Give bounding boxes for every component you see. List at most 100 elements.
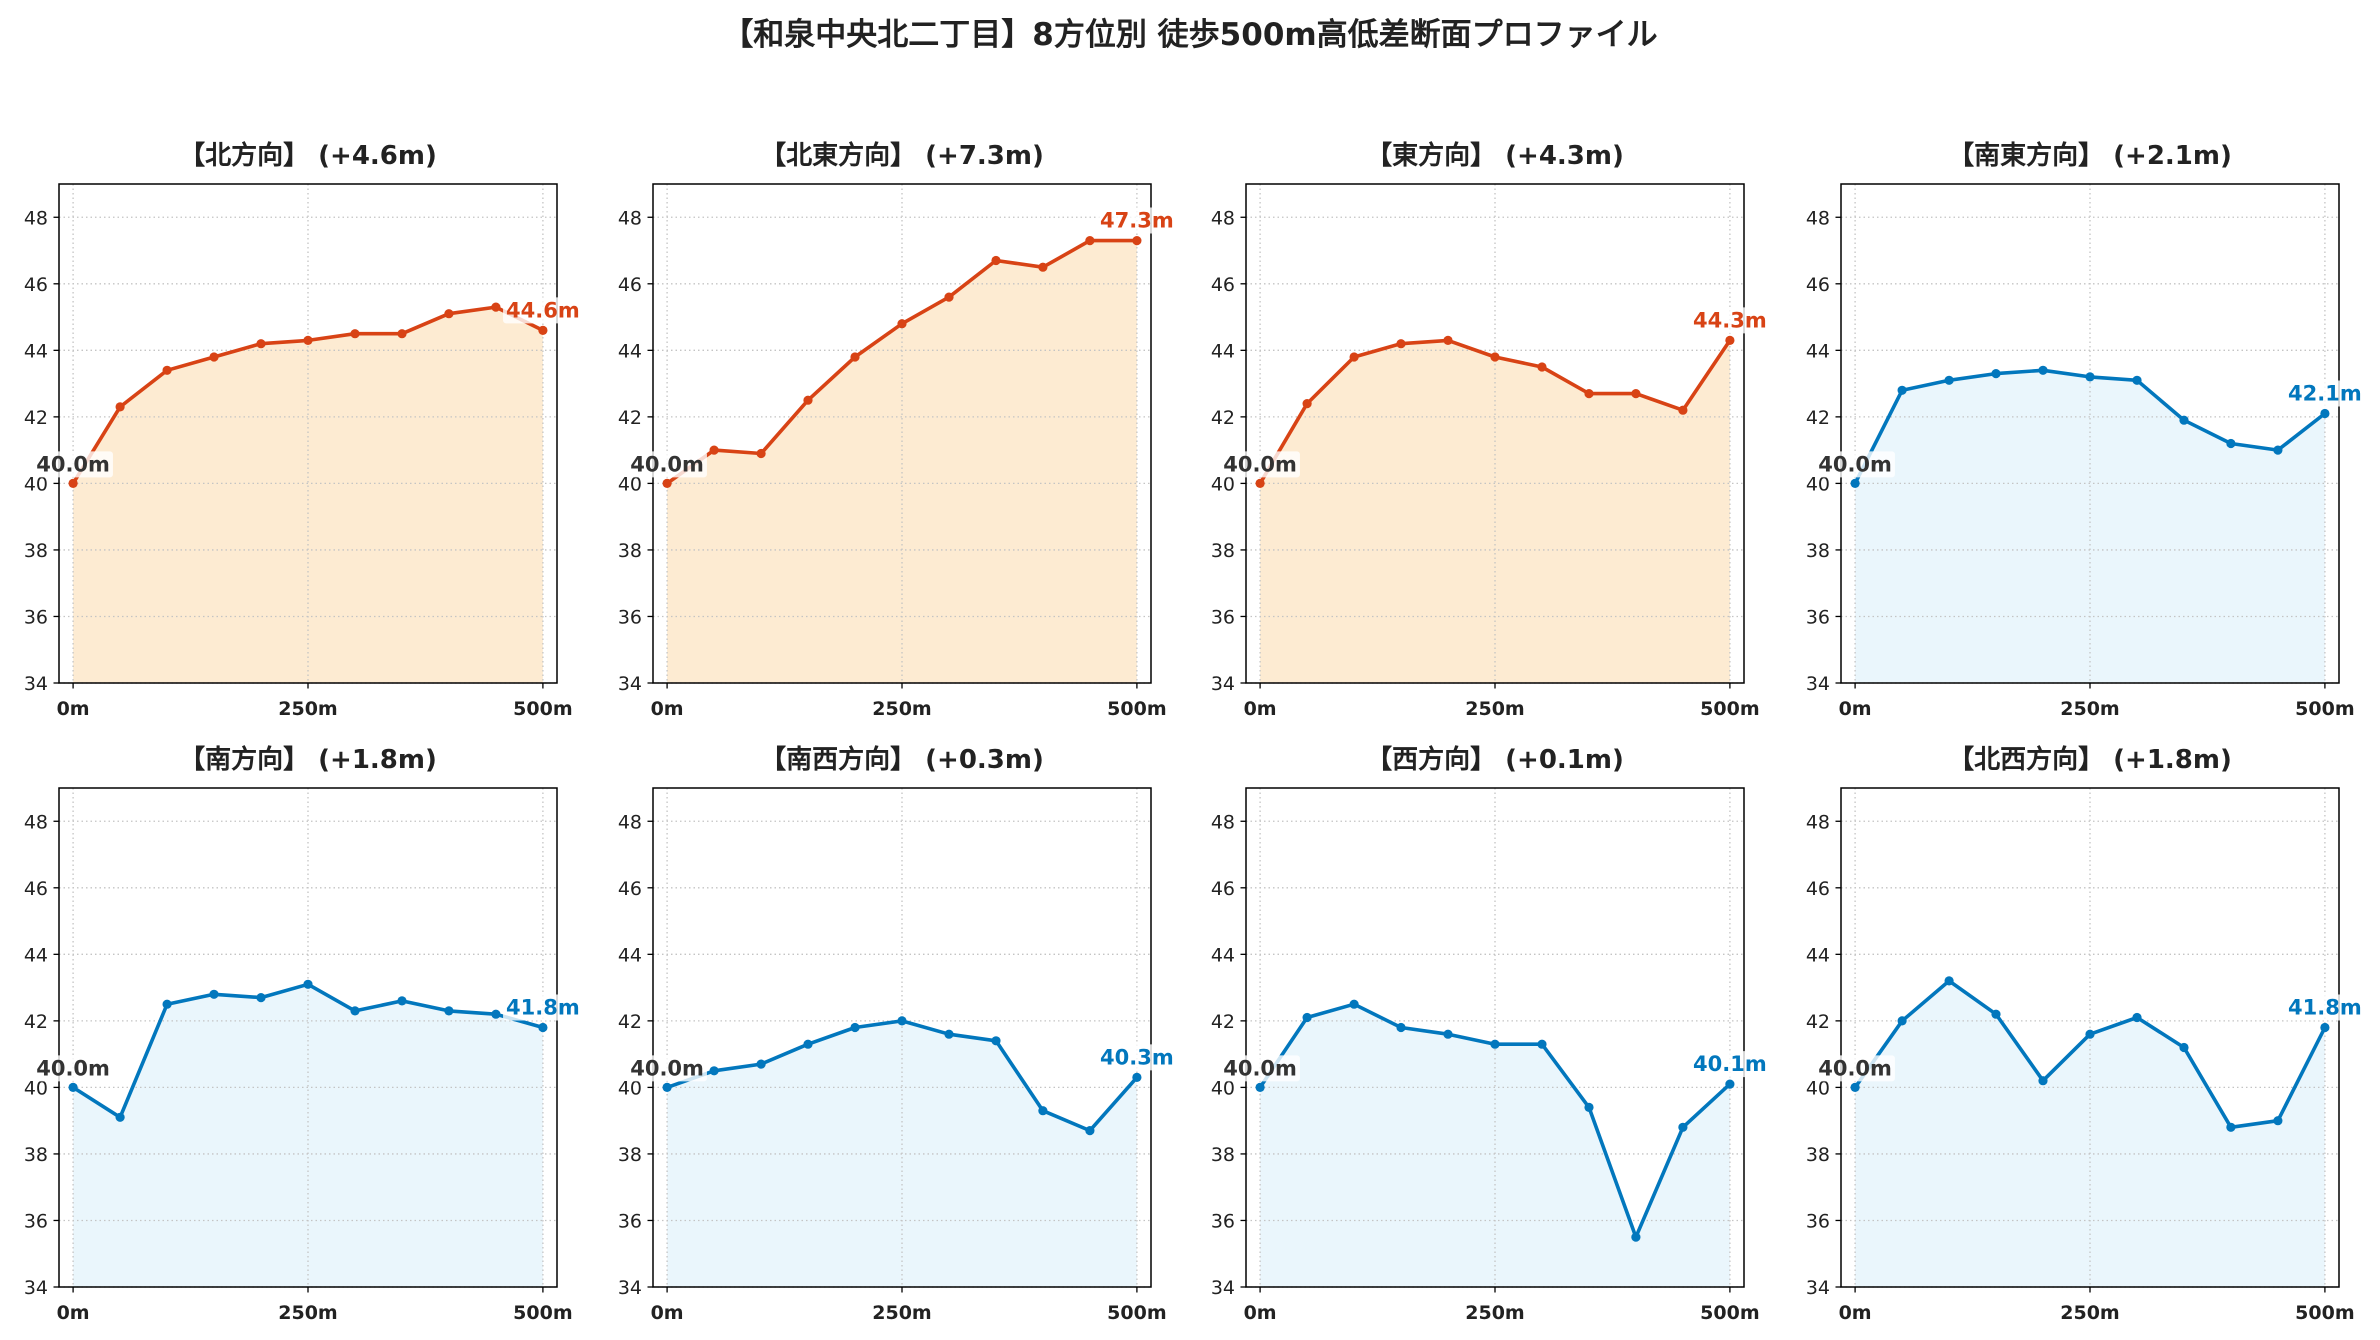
- y-tick-label: 36: [24, 606, 48, 628]
- end-value-label: 41.8m: [506, 996, 580, 1020]
- data-point: [256, 339, 266, 349]
- end-value-label: 44.6m: [506, 298, 580, 322]
- data-point: [1631, 389, 1641, 399]
- data-point: [1725, 1079, 1735, 1089]
- data-point: [2038, 1076, 2048, 1086]
- y-tick-label: 44: [1806, 944, 1830, 966]
- y-tick-label: 46: [1211, 274, 1235, 296]
- start-value-label-background: [627, 1055, 707, 1082]
- data-point: [1850, 478, 1860, 488]
- subplot-2: 34 36 38 40 42 44 46 48 0m 250m 500m 【北東方向】 (+7.3m)…: [618, 140, 1177, 720]
- y-tick-label: 34: [618, 1277, 642, 1299]
- x-tick-label: 500m: [2295, 698, 2354, 720]
- x-tick-label: 0m: [651, 698, 684, 720]
- y-tick-label: 48: [618, 811, 642, 833]
- y-tick-label: 44: [24, 340, 48, 362]
- series-fill: [1855, 980, 2325, 1287]
- data-point: [1490, 352, 1500, 362]
- data-point: [756, 1059, 766, 1069]
- subplot-title: 【南方向】 (+1.8m): [179, 744, 437, 775]
- x-tick-label: 0m: [651, 1302, 684, 1324]
- data-point: [1085, 236, 1095, 246]
- data-point: [1132, 236, 1142, 246]
- data-point: [1132, 1072, 1142, 1082]
- data-point: [2179, 415, 2189, 425]
- data-point: [1255, 1082, 1265, 1092]
- series-fill: [1260, 340, 1730, 683]
- start-value-label-group: 40.0m: [1220, 451, 1300, 478]
- start-value-label-background: [1220, 451, 1300, 478]
- subplot-7: 34 36 38 40 42 44 46 48 0m 250m 500m 【西方向】 (+0.1m) 4…: [1211, 744, 1770, 1324]
- data-point: [2038, 365, 2048, 375]
- y-tick-label: 36: [1211, 1210, 1235, 1232]
- end-value-label-background: [1097, 207, 1177, 234]
- subplot-title: 【南東方向】 (+2.1m): [1948, 140, 2232, 171]
- data-point: [1725, 335, 1735, 345]
- data-point: [1584, 389, 1594, 399]
- subplot-title: 【北東方向】 (+7.3m): [760, 140, 1044, 171]
- y-tick-label: 46: [618, 878, 642, 900]
- subplot-3: 34 36 38 40 42 44 46 48 0m 250m 500m 【東方向】 (+4.3m) 4…: [1211, 140, 1770, 720]
- end-value-label-background: [503, 994, 583, 1021]
- x-tick-label: 500m: [1107, 698, 1166, 720]
- start-value-label-group: 40.0m: [1220, 1055, 1300, 1082]
- data-point: [444, 1006, 454, 1016]
- y-tick-label: 48: [618, 207, 642, 229]
- x-tick-label: 250m: [872, 1302, 931, 1324]
- y-tick-label: 36: [1211, 606, 1235, 628]
- x-tick-label: 250m: [1465, 1302, 1524, 1324]
- start-value-label: 40.0m: [630, 452, 704, 476]
- data-point: [68, 1082, 78, 1092]
- data-point: [115, 1112, 125, 1122]
- data-point: [1678, 1122, 1688, 1132]
- end-value-label-group: 41.8m: [2285, 994, 2365, 1021]
- data-point: [897, 1016, 907, 1026]
- start-value-label-group: 40.0m: [627, 451, 707, 478]
- y-tick-label: 48: [1211, 811, 1235, 833]
- end-value-label-group: 40.3m: [1097, 1044, 1177, 1071]
- subplot-title: 【北方向】 (+4.6m): [179, 140, 437, 171]
- y-tick-label: 36: [1806, 1210, 1830, 1232]
- y-tick-label: 44: [618, 340, 642, 362]
- start-value-label-group: 40.0m: [627, 1055, 707, 1082]
- start-value-label-background: [33, 1055, 113, 1082]
- y-tick-label: 46: [1806, 878, 1830, 900]
- subplot-title: 【東方向】 (+4.3m): [1366, 140, 1624, 171]
- y-tick-label: 42: [24, 1011, 48, 1033]
- data-point: [2226, 438, 2236, 449]
- y-tick-label: 40: [1211, 473, 1235, 495]
- y-tick-label: 38: [1211, 540, 1235, 562]
- data-point: [662, 478, 672, 488]
- data-point: [1678, 405, 1688, 415]
- x-tick-label: 500m: [1107, 1302, 1166, 1324]
- series-fill: [1260, 1004, 1730, 1287]
- x-tick-label: 0m: [57, 698, 90, 720]
- x-tick-label: 0m: [1839, 698, 1872, 720]
- data-point: [2179, 1042, 2189, 1053]
- end-value-label-background: [2285, 994, 2365, 1021]
- data-point: [1443, 1029, 1453, 1039]
- x-tick-label: 500m: [513, 698, 572, 720]
- start-value-label-background: [33, 451, 113, 478]
- y-tick-label: 46: [618, 274, 642, 296]
- data-point: [303, 979, 313, 989]
- data-point: [1443, 335, 1453, 345]
- y-tick-label: 42: [618, 1011, 642, 1033]
- end-value-label: 47.3m: [1100, 209, 1174, 233]
- y-tick-label: 38: [618, 1144, 642, 1166]
- start-value-label-background: [1815, 451, 1895, 478]
- y-tick-label: 40: [618, 473, 642, 495]
- y-tick-label: 38: [618, 540, 642, 562]
- start-value-label: 40.0m: [1223, 1056, 1297, 1080]
- y-tick-label: 34: [1806, 673, 1830, 695]
- x-tick-label: 250m: [1465, 698, 1524, 720]
- data-point: [662, 1082, 672, 1092]
- start-value-label: 40.0m: [36, 1056, 110, 1080]
- data-point: [2273, 1116, 2283, 1126]
- end-value-label-background: [2285, 380, 2365, 407]
- data-point: [444, 309, 454, 319]
- x-tick-label: 500m: [1700, 698, 1759, 720]
- end-value-label: 44.3m: [1693, 308, 1767, 332]
- y-tick-label: 40: [24, 1077, 48, 1099]
